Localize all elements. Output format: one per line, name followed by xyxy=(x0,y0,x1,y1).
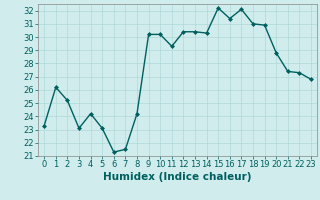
X-axis label: Humidex (Indice chaleur): Humidex (Indice chaleur) xyxy=(103,172,252,182)
